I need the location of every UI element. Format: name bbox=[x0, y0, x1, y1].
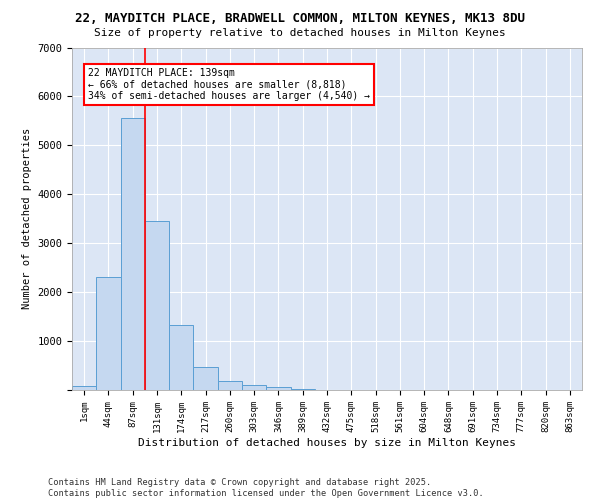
Text: Contains HM Land Registry data © Crown copyright and database right 2025.
Contai: Contains HM Land Registry data © Crown c… bbox=[48, 478, 484, 498]
Bar bbox=[96, 278, 121, 390]
Bar bbox=[218, 382, 242, 390]
Bar bbox=[121, 118, 145, 390]
Bar bbox=[193, 367, 218, 390]
Bar bbox=[290, 389, 315, 390]
Bar bbox=[169, 326, 193, 390]
Y-axis label: Number of detached properties: Number of detached properties bbox=[22, 128, 32, 310]
Bar bbox=[266, 388, 290, 390]
Bar bbox=[72, 386, 96, 390]
Bar bbox=[145, 221, 169, 390]
Text: 22 MAYDITCH PLACE: 139sqm
← 66% of detached houses are smaller (8,818)
34% of se: 22 MAYDITCH PLACE: 139sqm ← 66% of detac… bbox=[88, 68, 370, 101]
Bar bbox=[242, 386, 266, 390]
Text: Size of property relative to detached houses in Milton Keynes: Size of property relative to detached ho… bbox=[94, 28, 506, 38]
X-axis label: Distribution of detached houses by size in Milton Keynes: Distribution of detached houses by size … bbox=[138, 438, 516, 448]
Text: 22, MAYDITCH PLACE, BRADWELL COMMON, MILTON KEYNES, MK13 8DU: 22, MAYDITCH PLACE, BRADWELL COMMON, MIL… bbox=[75, 12, 525, 26]
